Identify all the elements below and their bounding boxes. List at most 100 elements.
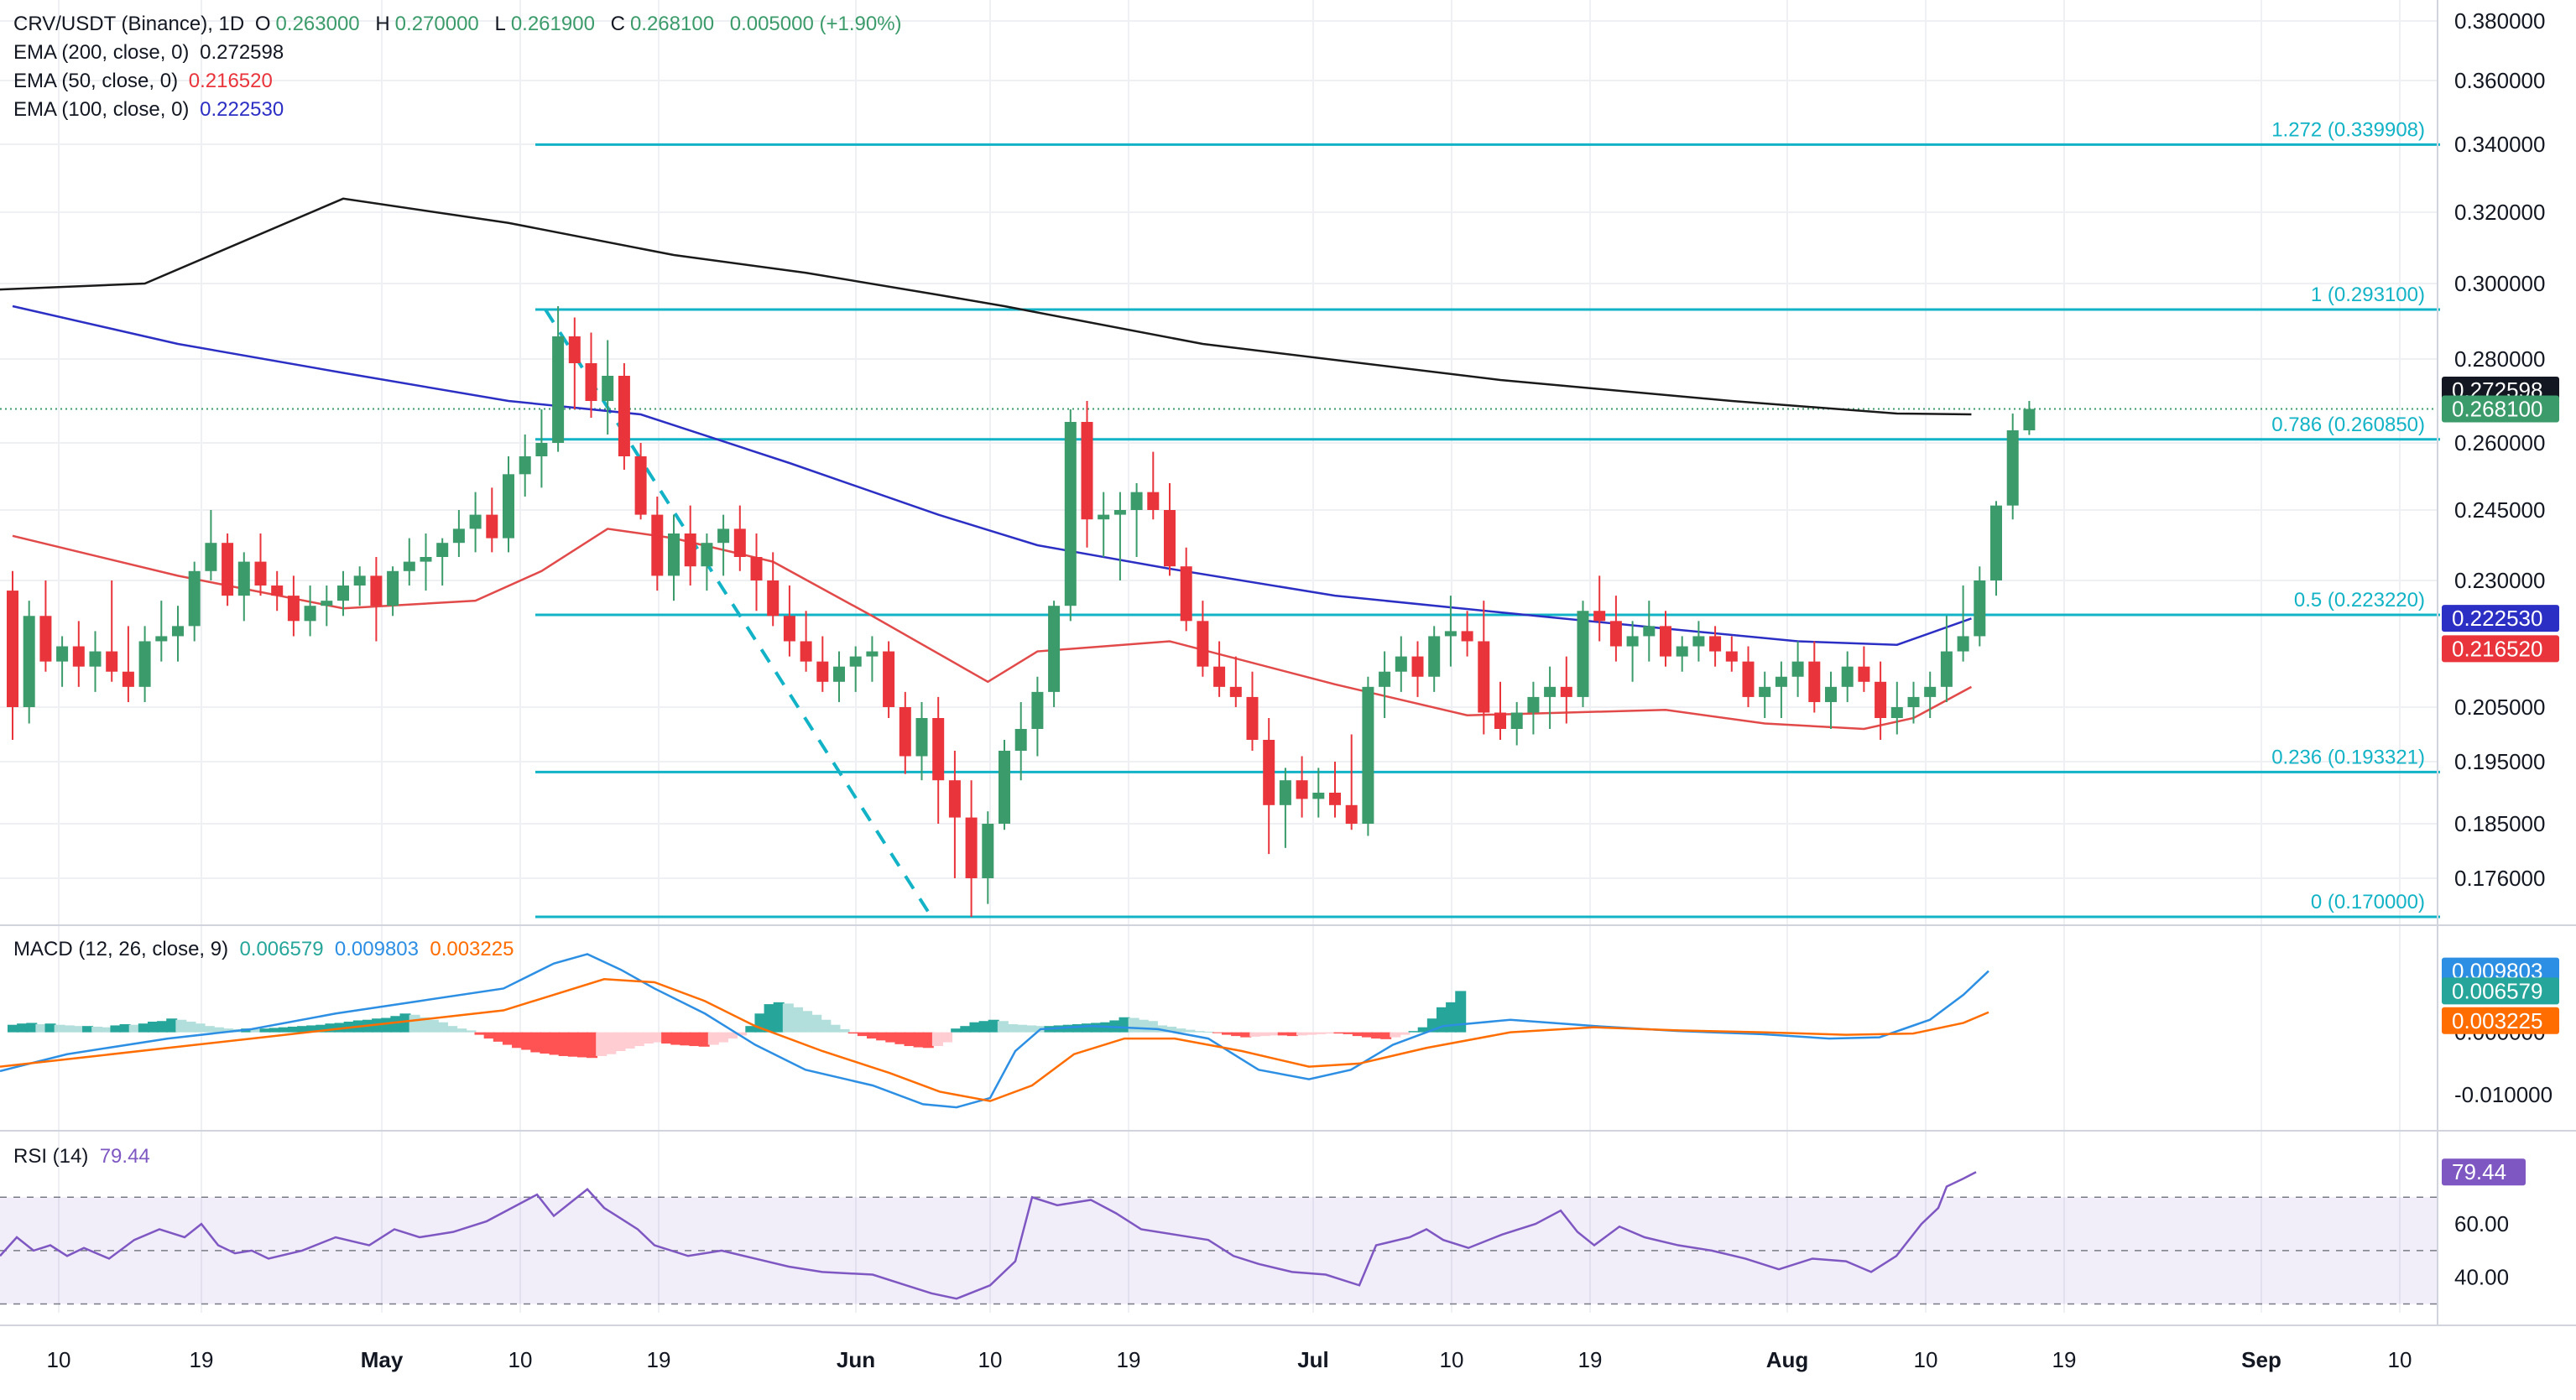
candle-body (1709, 636, 1722, 652)
macd-value-box (2442, 977, 2559, 1005)
low-value: 0.261900 (510, 13, 595, 35)
price-label-box (2442, 635, 2559, 663)
candle-body (519, 456, 531, 475)
candle-body (1676, 646, 1688, 657)
candle-body (237, 561, 250, 596)
open-value: 0.263000 (275, 13, 360, 35)
macd-histogram-bar (1343, 1032, 1354, 1034)
macd-histogram-bar (1137, 1019, 1149, 1033)
candle-body (552, 336, 565, 443)
candle-body (982, 824, 994, 878)
candle-body (1379, 671, 1391, 687)
macd-histogram-bar (642, 1032, 654, 1044)
candle-body (1759, 686, 1771, 697)
y-tick-label: 0.230000 (2454, 568, 2545, 593)
candle-body (1957, 636, 1969, 652)
high-value: 0.270000 (394, 13, 479, 35)
candle-body (849, 656, 862, 667)
macd-histogram-bar (91, 1026, 103, 1033)
ema100-legend[interactable]: EMA (100, close, 0) 0.222530 (13, 98, 284, 121)
macd-histogram-bar (287, 1026, 299, 1033)
x-tick-label: 10 (47, 1347, 71, 1372)
macd-histogram-bar (175, 1019, 187, 1033)
macd-histogram-bar (72, 1026, 84, 1033)
macd-histogram-bar (913, 1032, 925, 1048)
candle-body (1858, 666, 1870, 682)
candle-body (915, 718, 928, 757)
macd-histogram-bar (1399, 1032, 1411, 1035)
macd-histogram-bar (418, 1017, 430, 1033)
candle-body (304, 606, 316, 622)
candle-body (1279, 780, 1291, 805)
candle-body (1990, 505, 2002, 580)
macd-histogram-bar (381, 1017, 393, 1033)
price-label: 0.222530 (2452, 606, 2542, 631)
macd-histogram-bar (1380, 1032, 1392, 1039)
x-tick-label: Sep (2241, 1347, 2281, 1372)
x-tick-label: May (361, 1347, 404, 1372)
macd-histogram-bar (138, 1023, 149, 1033)
macd-histogram-bar (390, 1016, 402, 1033)
macd-histogram-bar (1455, 991, 1467, 1033)
candle-body (1031, 691, 1044, 729)
fib-level-label: 1 (0.293100) (2311, 284, 2425, 306)
macd-value-label: 0.003225 (2452, 1008, 2542, 1033)
candle-body (783, 616, 795, 642)
macd-histogram-bar (456, 1028, 467, 1033)
candle-body (503, 474, 514, 539)
candle-body (2006, 430, 2019, 506)
macd-histogram-bar (623, 1032, 635, 1049)
macd-legend[interactable]: MACD (12, 26, close, 9) 0.006579 0.00980… (13, 938, 514, 960)
macd-histogram-bar (614, 1032, 626, 1051)
candle-body (353, 575, 366, 586)
y-tick-label: 0.185000 (2454, 811, 2545, 836)
y-tick-label: 0.300000 (2454, 271, 2545, 296)
candle-body (287, 596, 300, 622)
macd-histogram-bar (409, 1014, 420, 1033)
macd-histogram-bar (951, 1028, 962, 1033)
macd-histogram-bar (1062, 1024, 1074, 1033)
candle-body (1329, 793, 1341, 805)
candle-body (1875, 681, 1887, 718)
candle-body (1841, 666, 1854, 687)
symbol-title[interactable]: CRV/USDT (Binance), 1D (13, 13, 245, 35)
macd-histogram-bar (250, 1028, 262, 1033)
macd-histogram-bar (567, 1032, 579, 1057)
y-tick-label: 0.280000 (2454, 346, 2545, 372)
macd-histogram-bar (922, 1032, 934, 1049)
ema200-legend[interactable]: EMA (200, close, 0) 0.272598 (13, 41, 284, 64)
candle-body (634, 456, 647, 515)
candle-body (750, 557, 763, 580)
macd-histogram-bar (1016, 1024, 1028, 1033)
candle-body (205, 543, 217, 571)
ema100-line (12, 304, 1972, 646)
y-tick-label: 0.205000 (2454, 695, 2545, 720)
macd-histogram-bar (1231, 1032, 1243, 1037)
candle-body (155, 636, 168, 642)
macd-histogram-bar (549, 1032, 561, 1055)
macd-histogram-bar (801, 1011, 813, 1033)
macd-histogram-bar (1306, 1032, 1317, 1035)
macd-histogram-bar (876, 1032, 888, 1041)
candle-body (254, 561, 267, 586)
macd-histogram-bar (297, 1026, 309, 1033)
candle-body (1164, 510, 1176, 567)
ema50-legend[interactable]: EMA (50, close, 0) 0.216520 (13, 70, 273, 92)
macd-histogram-bar (885, 1032, 897, 1043)
candle-body (585, 363, 597, 401)
candle-body (2023, 409, 2036, 430)
macd-histogram-bar (222, 1028, 234, 1033)
candle-body (800, 641, 812, 662)
macd-histogram-bar (1202, 1031, 1214, 1033)
macd-histogram-bar (773, 1002, 785, 1033)
rsi-legend[interactable]: RSI (14) 79.44 (13, 1145, 150, 1168)
macd-histogram-bar (670, 1032, 682, 1045)
macd-histogram-bar (17, 1023, 29, 1033)
macd-histogram-bar (101, 1027, 112, 1033)
macd-histogram-bar (315, 1024, 327, 1033)
macd-histogram-bar (1268, 1032, 1280, 1036)
candle-body (1180, 566, 1192, 622)
candle-body (899, 707, 911, 757)
macd-histogram-bar (838, 1028, 850, 1033)
